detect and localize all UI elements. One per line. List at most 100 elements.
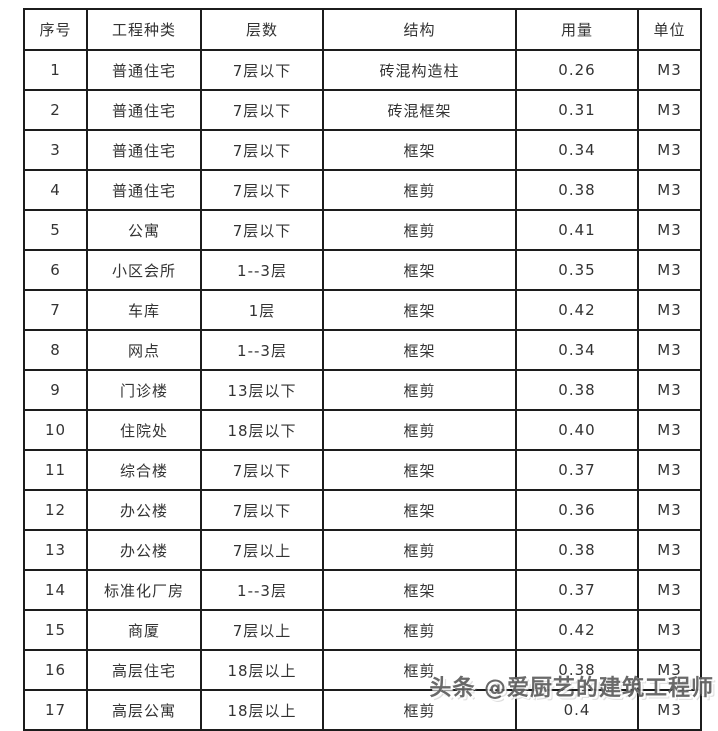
usage-table: 序号 工程种类 层数 结构 用量 单位 1 普通住宅 7层以下 砖混构造柱 0.26 M3 2 普通住宅… (23, 8, 702, 731)
table-row: 4 普通住宅 7层以下 框剪 0.38 M3 (23, 169, 702, 211)
table-cell: M3 (637, 89, 702, 131)
table-cell: 7层以下 (200, 89, 324, 131)
column-header: 工程种类 (86, 8, 202, 51)
table-cell: M3 (637, 609, 702, 651)
table-row: 1 普通住宅 7层以下 砖混构造柱 0.26 M3 (23, 49, 702, 91)
table-cell: 0.42 (515, 609, 639, 651)
table-cell: M3 (637, 689, 702, 731)
table-cell: 框架 (322, 249, 517, 291)
table-cell: 18层以下 (200, 409, 324, 451)
table-cell: 网点 (86, 329, 202, 371)
table-cell: 框剪 (322, 689, 517, 731)
table-cell: 15 (23, 609, 88, 651)
table-cell: 框剪 (322, 169, 517, 211)
table-cell: M3 (637, 289, 702, 331)
table-cell: 0.37 (515, 569, 639, 611)
table-cell: M3 (637, 649, 702, 691)
table-cell: 0.34 (515, 329, 639, 371)
table-cell: 框架 (322, 489, 517, 531)
column-header: 层数 (200, 8, 324, 51)
table-cell: 0.34 (515, 129, 639, 171)
table-cell: 砖混框架 (322, 89, 517, 131)
table-cell: 18层以上 (200, 649, 324, 691)
usage-table-container: 序号 工程种类 层数 结构 用量 单位 1 普通住宅 7层以下 砖混构造柱 0.26 M3 2 普通住宅… (23, 8, 702, 731)
table-cell: 10 (23, 409, 88, 451)
table-cell: 0.38 (515, 649, 639, 691)
table-cell: 0.38 (515, 529, 639, 571)
table-cell: 7层以上 (200, 529, 324, 571)
table-row: 11 综合楼 7层以下 框架 0.37 M3 (23, 449, 702, 491)
table-cell: 住院处 (86, 409, 202, 451)
table-cell: 0.36 (515, 489, 639, 531)
table-cell: 门诊楼 (86, 369, 202, 411)
table-cell: 框架 (322, 289, 517, 331)
table-cell: 7层以下 (200, 169, 324, 211)
table-cell: M3 (637, 449, 702, 491)
table-cell: 7层以上 (200, 609, 324, 651)
table-cell: M3 (637, 169, 702, 211)
table-cell: 0.40 (515, 409, 639, 451)
table-cell: M3 (637, 529, 702, 571)
table-body: 1 普通住宅 7层以下 砖混构造柱 0.26 M3 2 普通住宅 7层以下 砖混框架 0.31 M3 3… (23, 49, 702, 731)
table-cell: 11 (23, 449, 88, 491)
table-cell: 7层以下 (200, 449, 324, 491)
table-cell: 7层以下 (200, 209, 324, 251)
table-cell: 8 (23, 329, 88, 371)
column-header: 结构 (322, 8, 517, 51)
table-cell: 普通住宅 (86, 169, 202, 211)
table-cell: 办公楼 (86, 489, 202, 531)
table-cell: 框剪 (322, 409, 517, 451)
table-row: 10 住院处 18层以下 框剪 0.40 M3 (23, 409, 702, 451)
table-cell: 0.31 (515, 89, 639, 131)
table-cell: 0.35 (515, 249, 639, 291)
table-cell: 1--3层 (200, 329, 324, 371)
table-cell: 17 (23, 689, 88, 731)
table-row: 12 办公楼 7层以下 框架 0.36 M3 (23, 489, 702, 531)
table-cell: 9 (23, 369, 88, 411)
table-cell: 框架 (322, 129, 517, 171)
table-cell: M3 (637, 49, 702, 91)
table-cell: 框架 (322, 329, 517, 371)
table-cell: 0.38 (515, 169, 639, 211)
table-cell: 5 (23, 209, 88, 251)
table-cell: 12 (23, 489, 88, 531)
table-cell: 0.42 (515, 289, 639, 331)
table-cell: 高层公寓 (86, 689, 202, 731)
table-row: 15 商厦 7层以上 框剪 0.42 M3 (23, 609, 702, 651)
table-cell: 0.38 (515, 369, 639, 411)
table-cell: M3 (637, 209, 702, 251)
table-row: 5 公寓 7层以下 框剪 0.41 M3 (23, 209, 702, 251)
table-cell: 14 (23, 569, 88, 611)
table-cell: M3 (637, 369, 702, 411)
table-cell: M3 (637, 409, 702, 451)
table-cell: M3 (637, 569, 702, 611)
table-cell: 框架 (322, 449, 517, 491)
table-cell: 框剪 (322, 209, 517, 251)
table-row: 3 普通住宅 7层以下 框架 0.34 M3 (23, 129, 702, 171)
table-cell: 综合楼 (86, 449, 202, 491)
table-cell: 0.4 (515, 689, 639, 731)
table-row: 16 高层住宅 18层以上 框剪 0.38 M3 (23, 649, 702, 691)
table-header-row: 序号 工程种类 层数 结构 用量 单位 (23, 8, 702, 51)
column-header: 序号 (23, 8, 88, 51)
table-cell: 0.37 (515, 449, 639, 491)
table-cell: 商厦 (86, 609, 202, 651)
table-row: 7 车库 1层 框架 0.42 M3 (23, 289, 702, 331)
table-cell: 13 (23, 529, 88, 571)
table-cell: 1层 (200, 289, 324, 331)
column-header: 用量 (515, 8, 639, 51)
table-row: 13 办公楼 7层以上 框剪 0.38 M3 (23, 529, 702, 571)
table-cell: 框架 (322, 569, 517, 611)
table-cell: 18层以上 (200, 689, 324, 731)
table-cell: 普通住宅 (86, 89, 202, 131)
table-cell: 车库 (86, 289, 202, 331)
table-cell: 3 (23, 129, 88, 171)
table-row: 6 小区会所 1--3层 框架 0.35 M3 (23, 249, 702, 291)
table-cell: M3 (637, 249, 702, 291)
table-cell: 1--3层 (200, 569, 324, 611)
table-row: 14 标准化厂房 1--3层 框架 0.37 M3 (23, 569, 702, 611)
table-cell: 普通住宅 (86, 129, 202, 171)
table-row: 17 高层公寓 18层以上 框剪 0.4 M3 (23, 689, 702, 731)
column-header: 单位 (637, 8, 702, 51)
table-cell: 2 (23, 89, 88, 131)
